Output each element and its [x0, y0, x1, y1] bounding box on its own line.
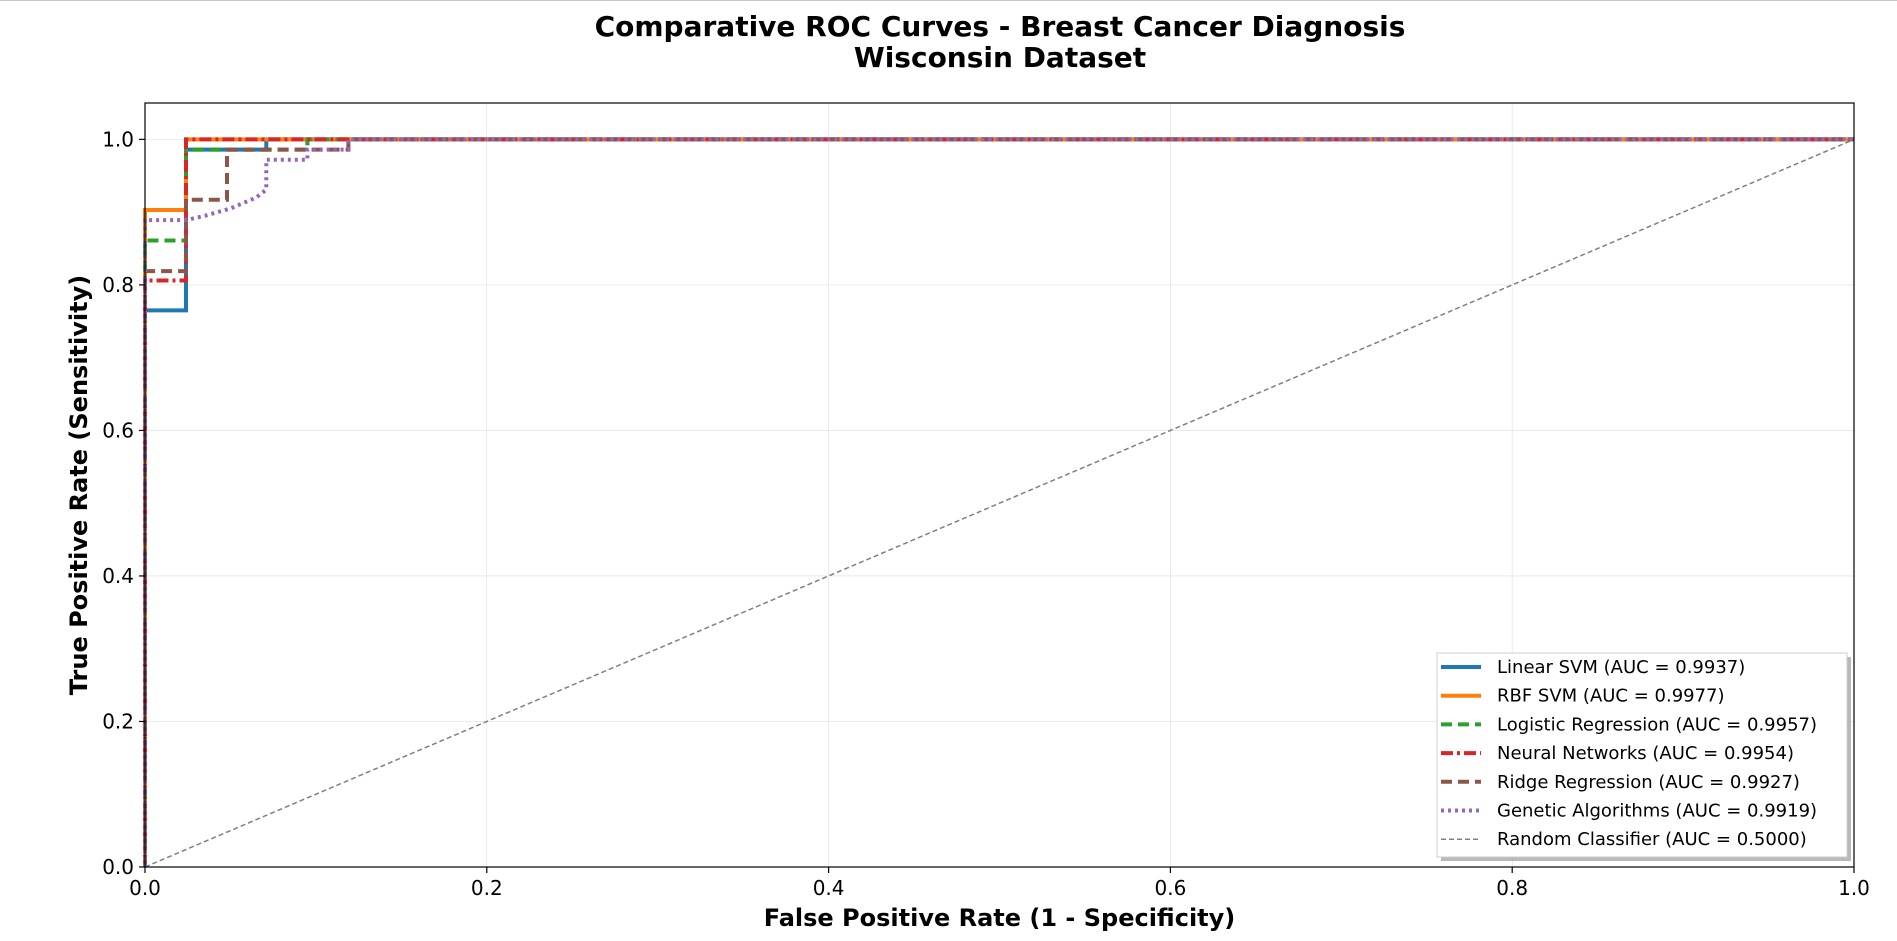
- x-tick-label: 0.0: [129, 876, 161, 900]
- top-border: [0, 0, 1897, 1]
- legend-label: Logistic Regression (AUC = 0.9957): [1497, 714, 1817, 735]
- legend: Linear SVM (AUC = 0.9937) RBF SVM (AUC = …: [1436, 652, 1851, 861]
- y-tick-label: 0.4: [102, 564, 134, 588]
- logistic-regression-roc-line: [143, 137, 1854, 867]
- legend-label: Genetic Algorithms (AUC = 0.9919): [1497, 801, 1817, 822]
- x-tick-label: 0.2: [471, 876, 503, 900]
- y-tick-label: 0.8: [102, 273, 134, 297]
- legend-label: Linear SVM (AUC = 0.9937): [1497, 657, 1745, 678]
- x-tick-label: 0.6: [1154, 876, 1186, 900]
- x-axis-label: False Positive Rate (1 - Specificity): [764, 904, 1236, 932]
- x-tick-label: 0.4: [813, 876, 845, 900]
- legend-label: Neural Networks (AUC = 0.9954): [1497, 743, 1794, 764]
- y-tick-label: 0.0: [102, 855, 134, 879]
- y-tick-label: 0.2: [102, 709, 134, 733]
- x-tick-label: 0.8: [1496, 876, 1528, 900]
- tick-layer: 0.0 0.2 0.4 0.6 0.8 1.0 0.0 0.2 0.4 0.6 0.8 1.0: [102, 127, 1870, 900]
- chart-title: Comparative ROC Curves - Breast Cancer D…: [595, 10, 1406, 43]
- y-axis-label: True Positive Rate (Sensitivity): [65, 275, 93, 695]
- diagonal-layer: [144, 138, 1855, 868]
- legend-box: [1436, 652, 1848, 858]
- genetic-algorithms-roc-line: [143, 137, 1854, 867]
- x-tick-label: 1.0: [1838, 876, 1870, 900]
- y-tick-label: 0.6: [102, 418, 134, 442]
- y-tick-label: 1.0: [102, 127, 134, 151]
- legend-label: Random Classifier (AUC = 0.5000): [1497, 829, 1807, 850]
- legend-label: Ridge Regression (AUC = 0.9927): [1497, 772, 1800, 793]
- plot-frame: [144, 102, 1855, 868]
- random-classifier-roc-line: [144, 138, 1855, 868]
- chart-subtitle: Wisconsin Dataset: [854, 41, 1146, 74]
- legend-label: RBF SVM (AUC = 0.9977): [1497, 686, 1725, 707]
